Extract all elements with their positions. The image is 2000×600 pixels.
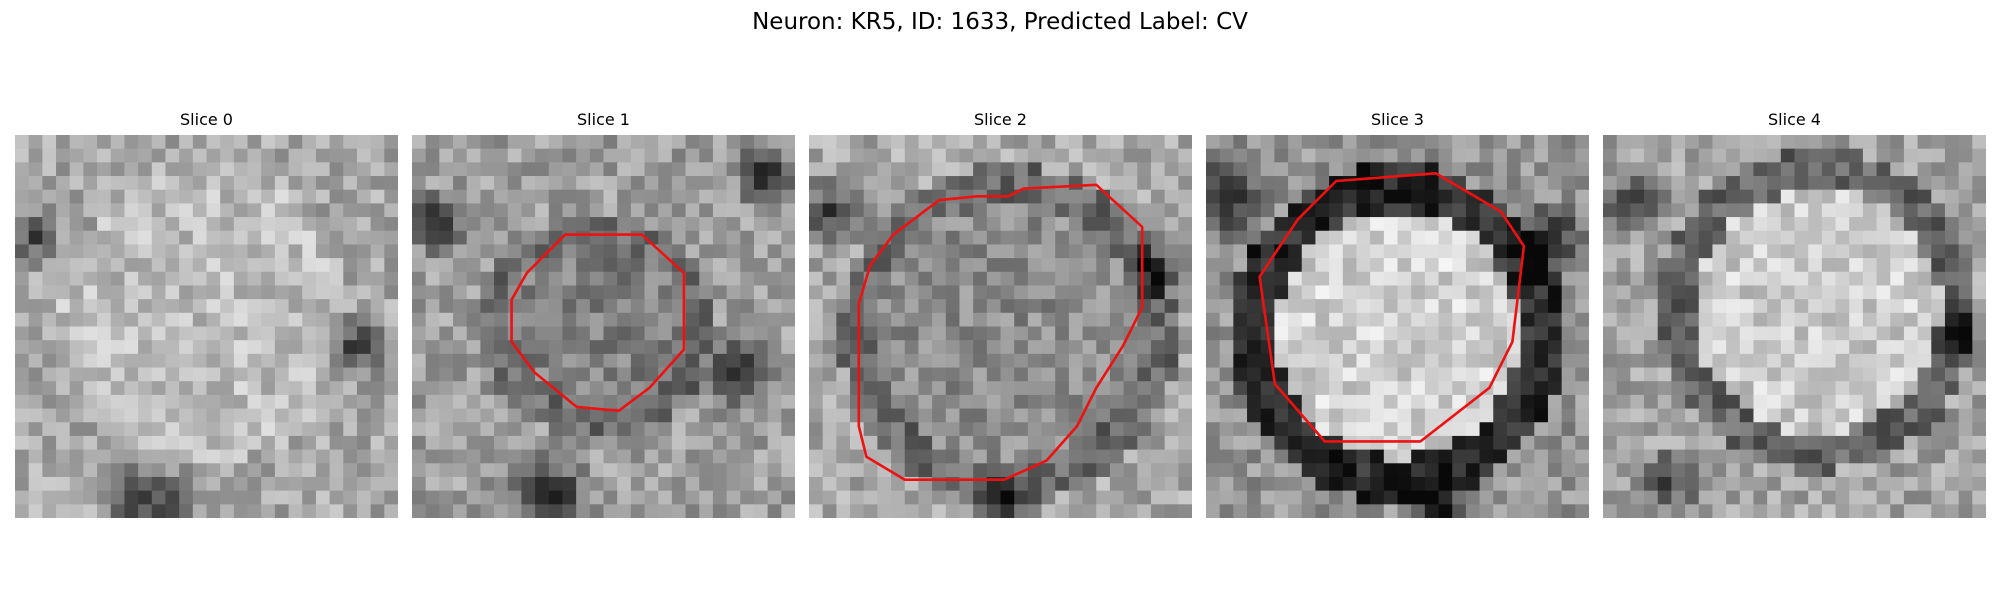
slice-4-image: [1603, 135, 1986, 518]
pixel-texture: [809, 135, 1192, 518]
pixel-texture: [1603, 135, 1986, 518]
slice-1-image: [412, 135, 795, 518]
slice-title: Slice 4: [1768, 110, 1821, 129]
slice-2-image: [809, 135, 1192, 518]
pixel-texture: [1206, 135, 1589, 518]
pixel-texture: [412, 135, 795, 518]
slice-3-image: [1206, 135, 1589, 518]
figure-title: Neuron: KR5, ID: 1633, Predicted Label: …: [752, 9, 1248, 35]
slice-title: Slice 1: [577, 110, 630, 129]
segmentation-contour: [1258, 171, 1526, 443]
pixel-texture: [15, 135, 398, 518]
segmentation-contour: [857, 183, 1144, 482]
segmentation-contour: [510, 233, 686, 413]
slice-title: Slice 2: [974, 110, 1027, 129]
slice-title: Slice 0: [180, 110, 233, 129]
slice-title: Slice 3: [1371, 110, 1424, 129]
slice-0-image: [15, 135, 398, 518]
